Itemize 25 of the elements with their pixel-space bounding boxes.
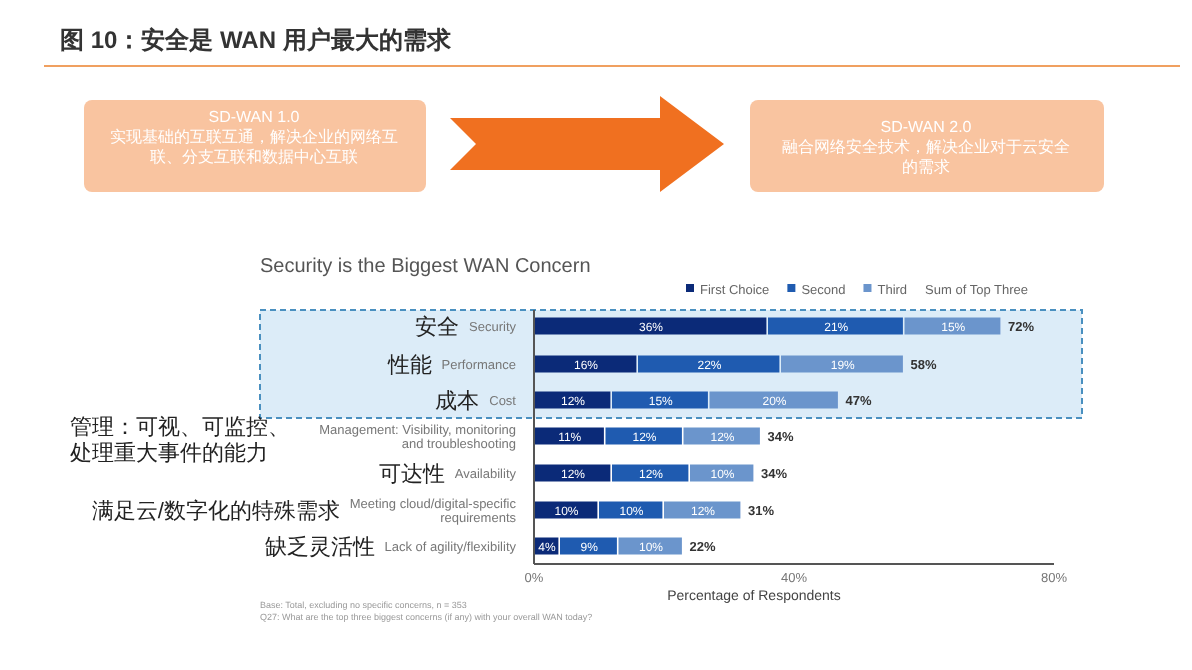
- bar: [768, 317, 903, 335]
- text: 管理：可视、可监控、处理重大事件的能力: [70, 414, 290, 466]
- chart-subtitle: Security is the Biggest WAN Concern: [260, 256, 591, 278]
- bar: [534, 355, 637, 373]
- text: 融合网络安全技术，解决企业对于云安全的需求: [782, 138, 1070, 176]
- text: 缺乏灵活性: [264, 534, 375, 560]
- text: 图 10：安全是 WAN 用户最大的需求: [60, 26, 453, 54]
- text: 成本: [435, 388, 480, 414]
- bar: [904, 317, 1001, 335]
- text: 满足云/数字化的特殊需求: [91, 498, 340, 524]
- bar: [664, 501, 741, 519]
- text: 安全: [415, 314, 460, 340]
- text: SD-WAN 2.0: [880, 118, 973, 136]
- text: 性能: [385, 352, 432, 378]
- bar: [638, 355, 780, 373]
- bar: [612, 464, 689, 482]
- bar: [683, 427, 760, 445]
- text: SD-WAN 1.0: [208, 108, 301, 126]
- bar: [605, 427, 682, 445]
- bar: [781, 355, 903, 373]
- text: 实现基础的互联互通，解决企业的网络互联、分支互联和数据中心互联: [110, 128, 398, 166]
- bar: [534, 317, 767, 335]
- bar: [709, 391, 838, 409]
- bar: [612, 391, 708, 409]
- text: 可达性: [378, 461, 445, 487]
